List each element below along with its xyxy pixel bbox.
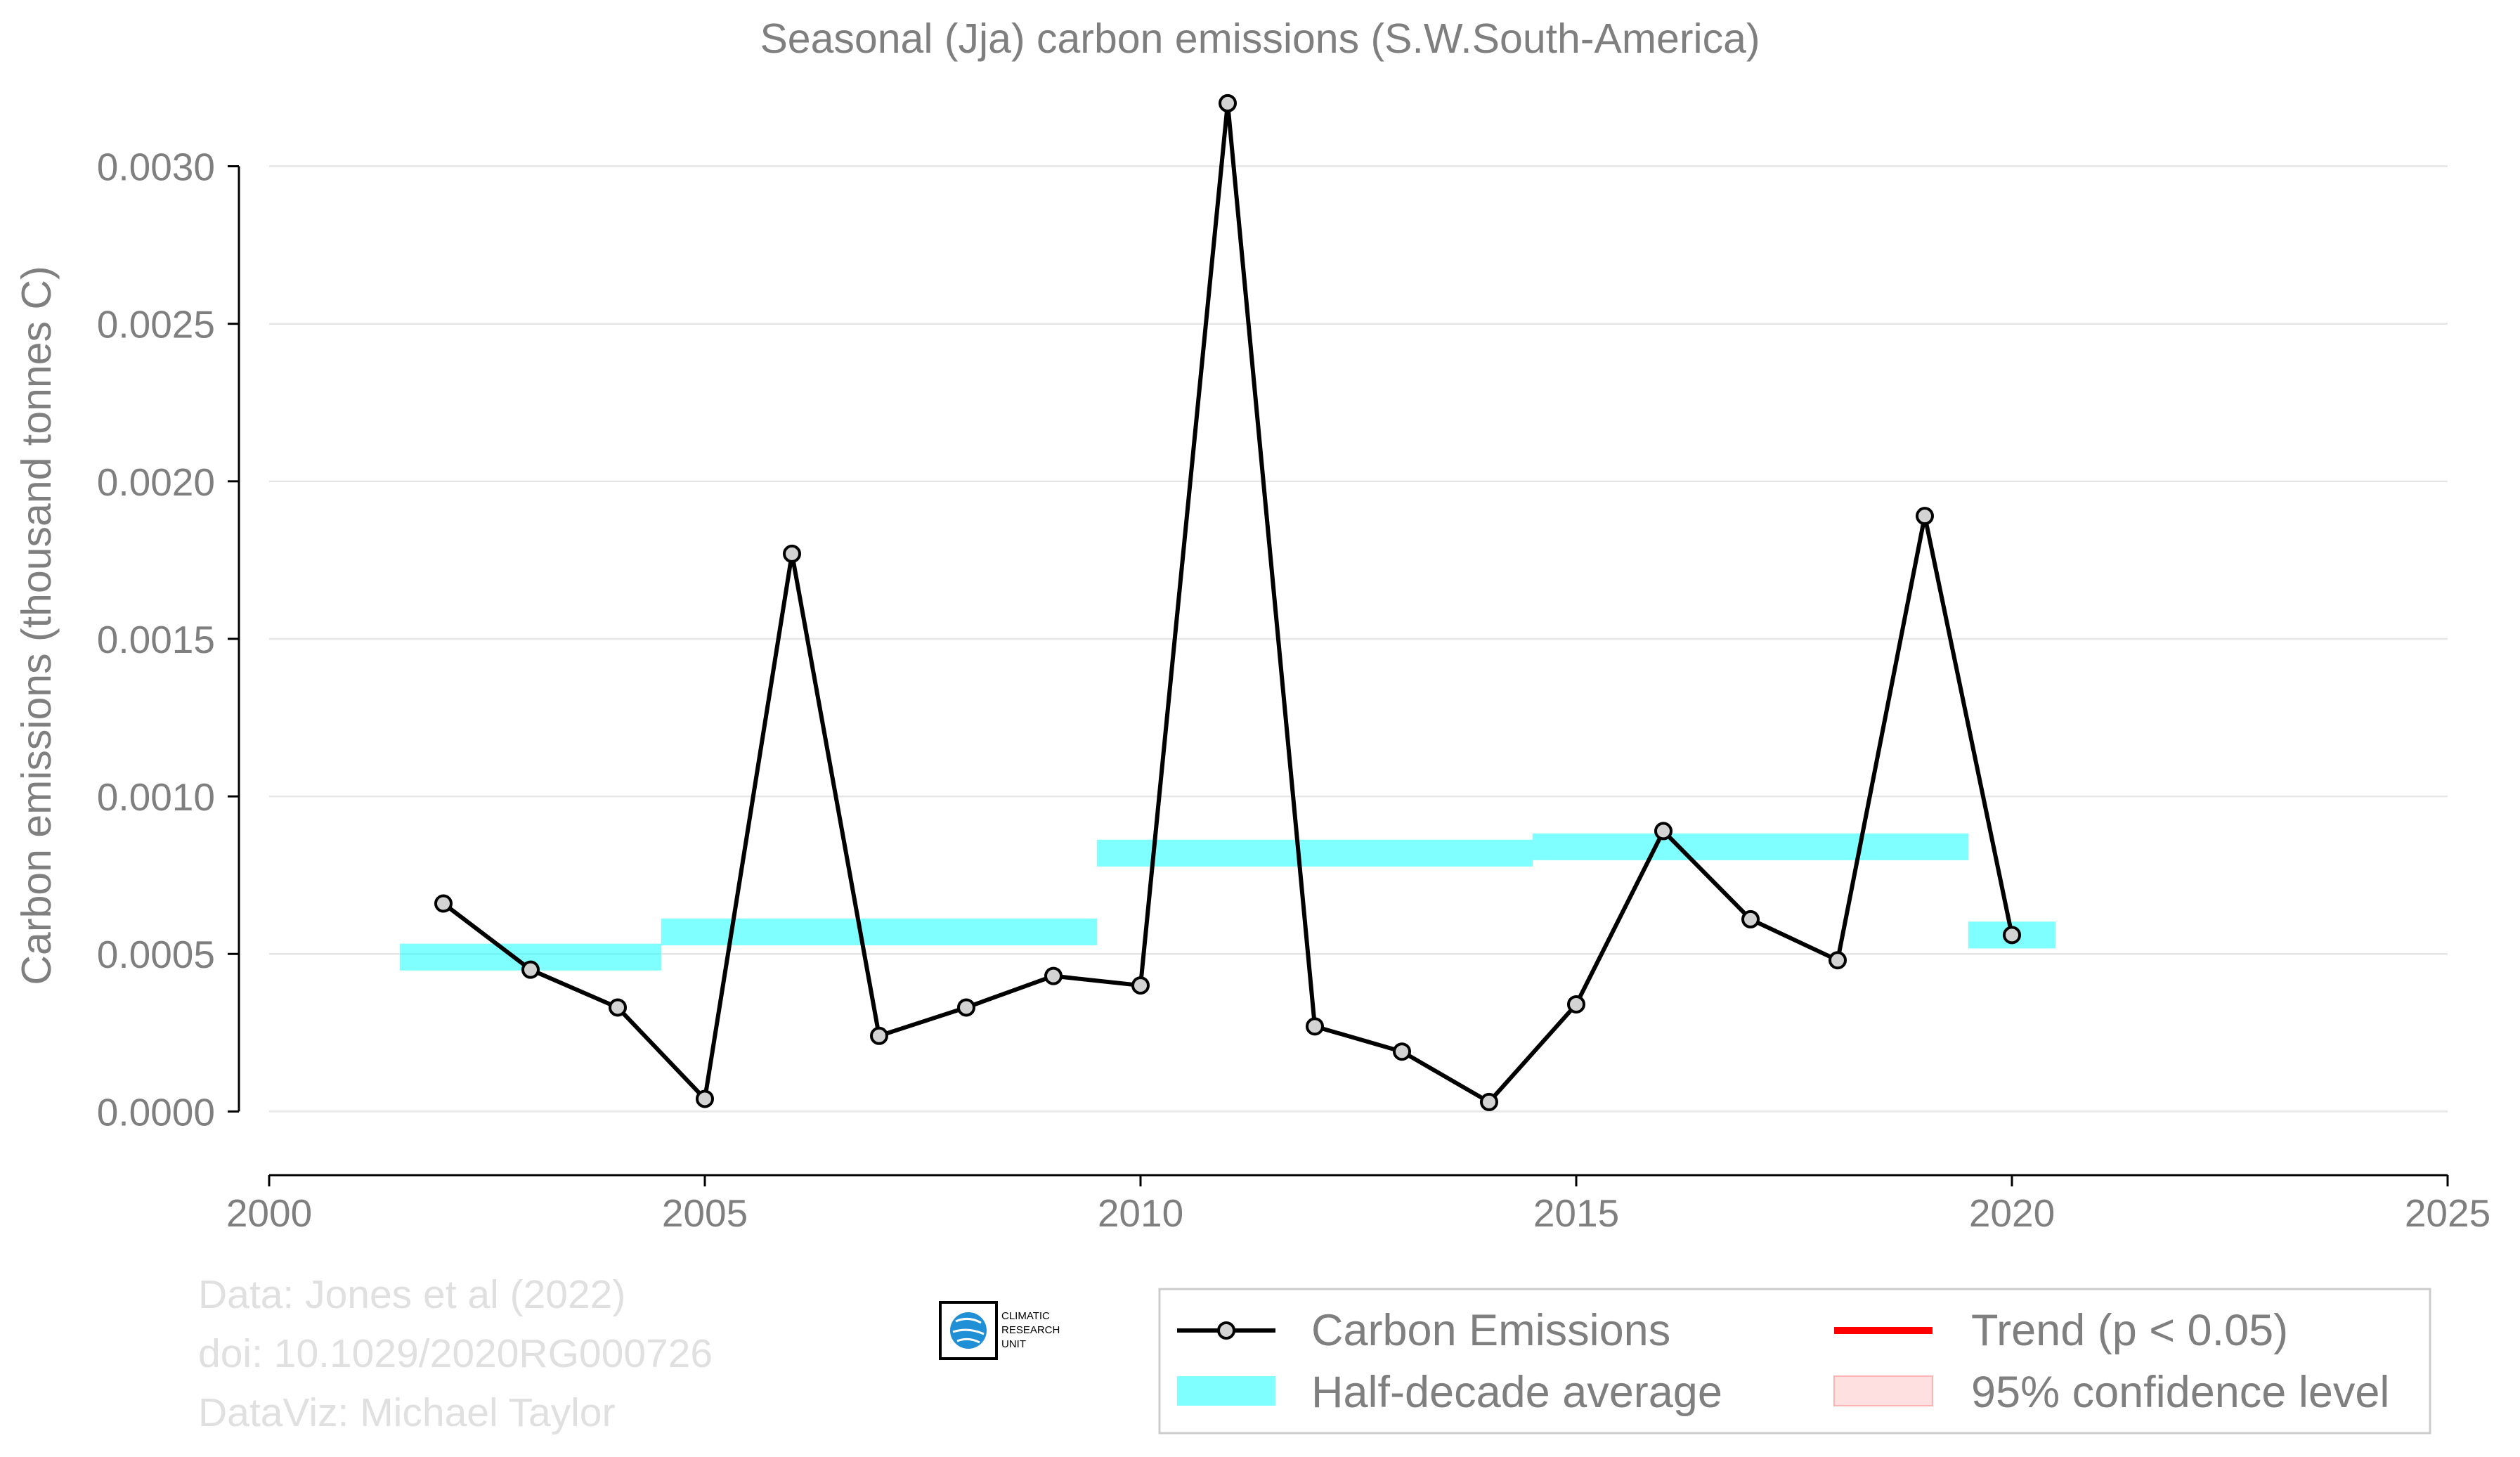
logo-text-line1: CLIMATIC (1001, 1310, 1050, 1322)
legend-label-emissions: Carbon Emissions (1311, 1306, 1670, 1355)
half-decade-bar (661, 918, 1097, 945)
data-point (1306, 1017, 1324, 1036)
logo-text-line3: UNIT (1001, 1338, 1026, 1350)
y-tick-label: 0.0015 (97, 618, 215, 661)
x-tick-label: 2005 (662, 1191, 748, 1235)
half-decade-bar (1097, 839, 1533, 867)
data-point (1829, 951, 1847, 970)
data-point (1480, 1092, 1498, 1111)
y-axis-label: Carbon emissions (thousand tonnes C) (13, 266, 60, 985)
legend-emissions-marker-icon (1217, 1321, 1235, 1340)
y-tick-label: 0.0010 (97, 775, 215, 819)
data-point (696, 1089, 714, 1108)
y-tick-label: 0.0000 (97, 1090, 215, 1134)
x-tick-label: 2025 (2405, 1191, 2490, 1235)
data-credits: Data: Jones et al (2022) doi: 10.1029/20… (198, 1265, 713, 1442)
data-point (2003, 926, 2021, 945)
legend-box (1158, 1288, 2431, 1435)
data-point (434, 894, 453, 913)
x-tick-label: 2020 (1969, 1191, 2055, 1235)
legend-label-confidence: 95% confidence level (1971, 1368, 2389, 1417)
y-tick-label: 0.0030 (97, 145, 215, 189)
x-tick-label: 2000 (226, 1191, 312, 1235)
x-tick-label: 2010 (1098, 1191, 1183, 1235)
credit-data-source: Data: Jones et al (2022) (198, 1272, 626, 1317)
credit-doi: doi: 10.1029/2020RG000726 (198, 1331, 713, 1376)
data-point (1219, 93, 1237, 112)
half-decade-bar (1533, 833, 1968, 860)
x-axis-ticks: 2000 2005 2010 2015 2020 2025 (226, 1174, 2490, 1235)
data-point (1741, 909, 1760, 928)
data-point (1567, 995, 1585, 1014)
legend-label-half-decade: Half-decade average (1311, 1368, 1722, 1417)
legend-confidence-swatch-icon (1833, 1375, 1933, 1406)
half-decade-average-bars (400, 833, 2055, 971)
x-tick-label: 2015 (1533, 1191, 1619, 1235)
credit-dataviz: DataViz: Michael Taylor (198, 1390, 616, 1435)
data-point (1654, 822, 1673, 841)
data-point (1044, 966, 1063, 985)
legend-half-decade-swatch-icon (1177, 1376, 1275, 1406)
data-point (783, 544, 801, 563)
data-point (1393, 1042, 1411, 1061)
chart-title: Seasonal (Jja) carbon emissions (S.W.Sou… (760, 15, 1760, 62)
data-point (521, 960, 540, 979)
data-point (609, 998, 627, 1017)
logo-text-line2: RESEARCH (1001, 1324, 1060, 1336)
data-point (957, 998, 975, 1017)
carbon-emissions-series (434, 93, 2021, 1111)
y-axis-ticks: 0.0000 0.0005 0.0010 0.0015 0.0020 0.0025 0.00… (97, 145, 240, 1134)
y-tick-label: 0.0025 (97, 303, 215, 347)
y-tick-label: 0.0020 (97, 460, 215, 504)
data-point (1916, 507, 1934, 526)
y-tick-label: 0.0005 (97, 933, 215, 976)
legend-label-trend: Trend (p < 0.05) (1971, 1306, 2288, 1355)
data-point (1131, 976, 1150, 995)
climatic-research-unit-logo: CLIMATIC RESEARCH UNIT (939, 1301, 1060, 1360)
legend: Carbon Emissions Half-decade average Tre… (1158, 1288, 2431, 1435)
carbon-emissions-line (442, 101, 2014, 1104)
data-point (870, 1026, 888, 1045)
